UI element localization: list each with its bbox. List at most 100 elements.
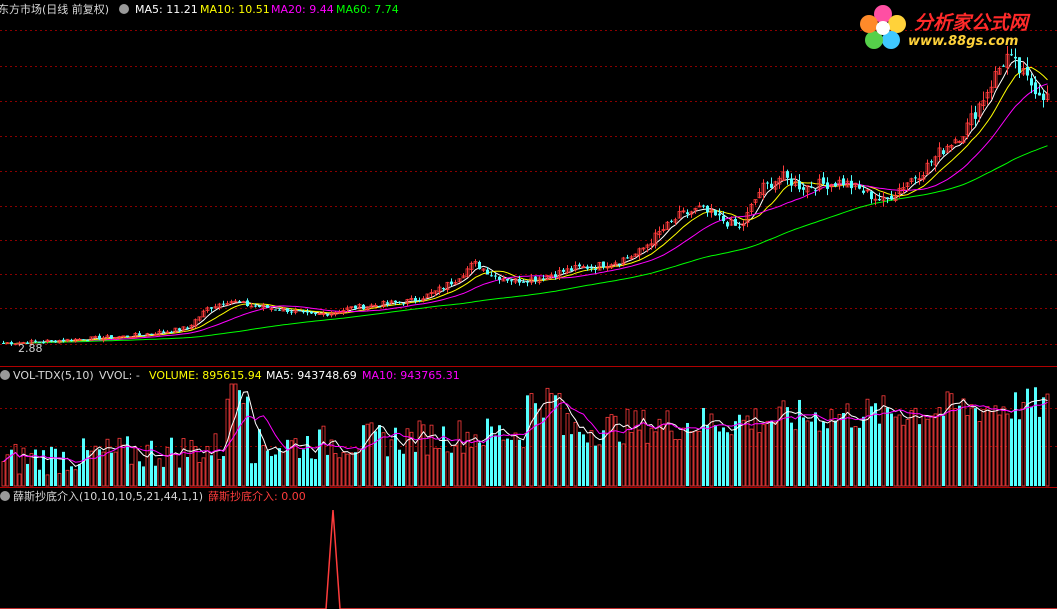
volume-bar [417, 420, 422, 487]
candle-body [974, 112, 977, 119]
volume-bar [953, 408, 958, 487]
candle-body [65, 338, 70, 342]
volume-bar [129, 463, 134, 487]
volume-bar [394, 427, 397, 486]
candle-body [554, 274, 557, 277]
volume-settings-icon[interactable] [0, 370, 10, 380]
volume-bar [637, 429, 642, 487]
candle-body [562, 269, 565, 272]
candle-body [117, 336, 122, 339]
candle-body [329, 313, 334, 316]
candle-body [810, 186, 813, 188]
volume-bar [974, 408, 977, 486]
volume-bar [205, 445, 210, 487]
candle-body [722, 215, 725, 222]
volume-bar [549, 392, 554, 487]
candle-body [734, 218, 737, 226]
candle-body [258, 305, 261, 308]
candle-body [457, 278, 462, 283]
candle-body [157, 330, 162, 335]
candle-body [378, 306, 381, 308]
volume-bar [874, 403, 877, 486]
volume-value-label: VOLUME: 895615.94 [149, 369, 262, 382]
candle-body [70, 339, 73, 341]
price-candles [2, 45, 1050, 347]
volume-bar [478, 442, 481, 486]
volume-bar [965, 415, 970, 487]
volume-bar [958, 405, 961, 486]
indicator-settings-icon[interactable] [0, 491, 10, 501]
volume-bar [786, 407, 789, 486]
volume-bar [170, 437, 173, 486]
candle-body [269, 308, 274, 310]
volume-bar [518, 439, 521, 486]
volume-bar [105, 438, 110, 487]
candle-body [193, 319, 198, 327]
volume-bar [473, 434, 478, 487]
volume-bar [942, 415, 945, 486]
volume-bar [29, 453, 34, 487]
candle-body [749, 203, 754, 212]
volume-bar [310, 458, 313, 486]
candle-body [433, 290, 438, 294]
candle-body [850, 180, 853, 189]
candle-body [418, 299, 421, 301]
ma10-line [3, 66, 1048, 345]
volume-bar [349, 452, 354, 487]
candle-body [901, 187, 906, 190]
candle-body [953, 139, 958, 144]
candle-body [661, 229, 666, 231]
volume-bar [421, 424, 426, 487]
candle-body [238, 301, 241, 303]
volume-bar [605, 416, 610, 487]
candle-body [341, 310, 346, 314]
candle-body [126, 335, 129, 338]
volume-bar [354, 452, 357, 486]
volume-bars [1, 383, 1050, 487]
volume-bar [993, 405, 998, 487]
candle-body [162, 331, 165, 333]
candle-body [178, 328, 181, 331]
volume-bar [86, 450, 89, 486]
volume-bar [62, 451, 65, 486]
ma60-label: MA60: 7.74 [336, 3, 399, 16]
volume-bar [850, 427, 853, 486]
volume-bar [98, 449, 101, 486]
volume-bar [1001, 406, 1006, 487]
volume-bar [726, 432, 729, 486]
volume-bar [765, 420, 770, 487]
volume-bar [173, 453, 178, 487]
volume-bar [70, 466, 73, 486]
candle-body [718, 213, 721, 216]
candle-body [173, 327, 178, 333]
candle-body [274, 309, 277, 311]
candle-body [537, 277, 542, 283]
candle-body [494, 275, 497, 277]
candle-body [1021, 67, 1026, 75]
candle-body [770, 183, 773, 188]
volume-bar [665, 410, 670, 487]
volume-bar [853, 425, 858, 487]
volume-bar [318, 429, 321, 486]
volume-bar [65, 469, 70, 487]
candle-body [881, 196, 886, 201]
volume-bar [197, 462, 202, 487]
volume-bar [521, 447, 526, 487]
candle-body [609, 264, 614, 269]
volume-bar [101, 451, 106, 487]
volume-bar [961, 398, 966, 487]
candle-body [845, 180, 850, 188]
settings-toggle-icon[interactable] [119, 4, 129, 14]
candle-body [349, 306, 354, 309]
candle-body [886, 197, 889, 199]
volume-bar [1042, 397, 1045, 486]
candle-body [5, 342, 10, 345]
volume-bar [1, 461, 6, 487]
volume-bar [110, 452, 113, 486]
volume-bar [333, 453, 338, 487]
candle-body [518, 278, 521, 283]
candle-body [105, 335, 110, 338]
candle-body [933, 156, 938, 166]
ma60-line [3, 145, 1048, 345]
